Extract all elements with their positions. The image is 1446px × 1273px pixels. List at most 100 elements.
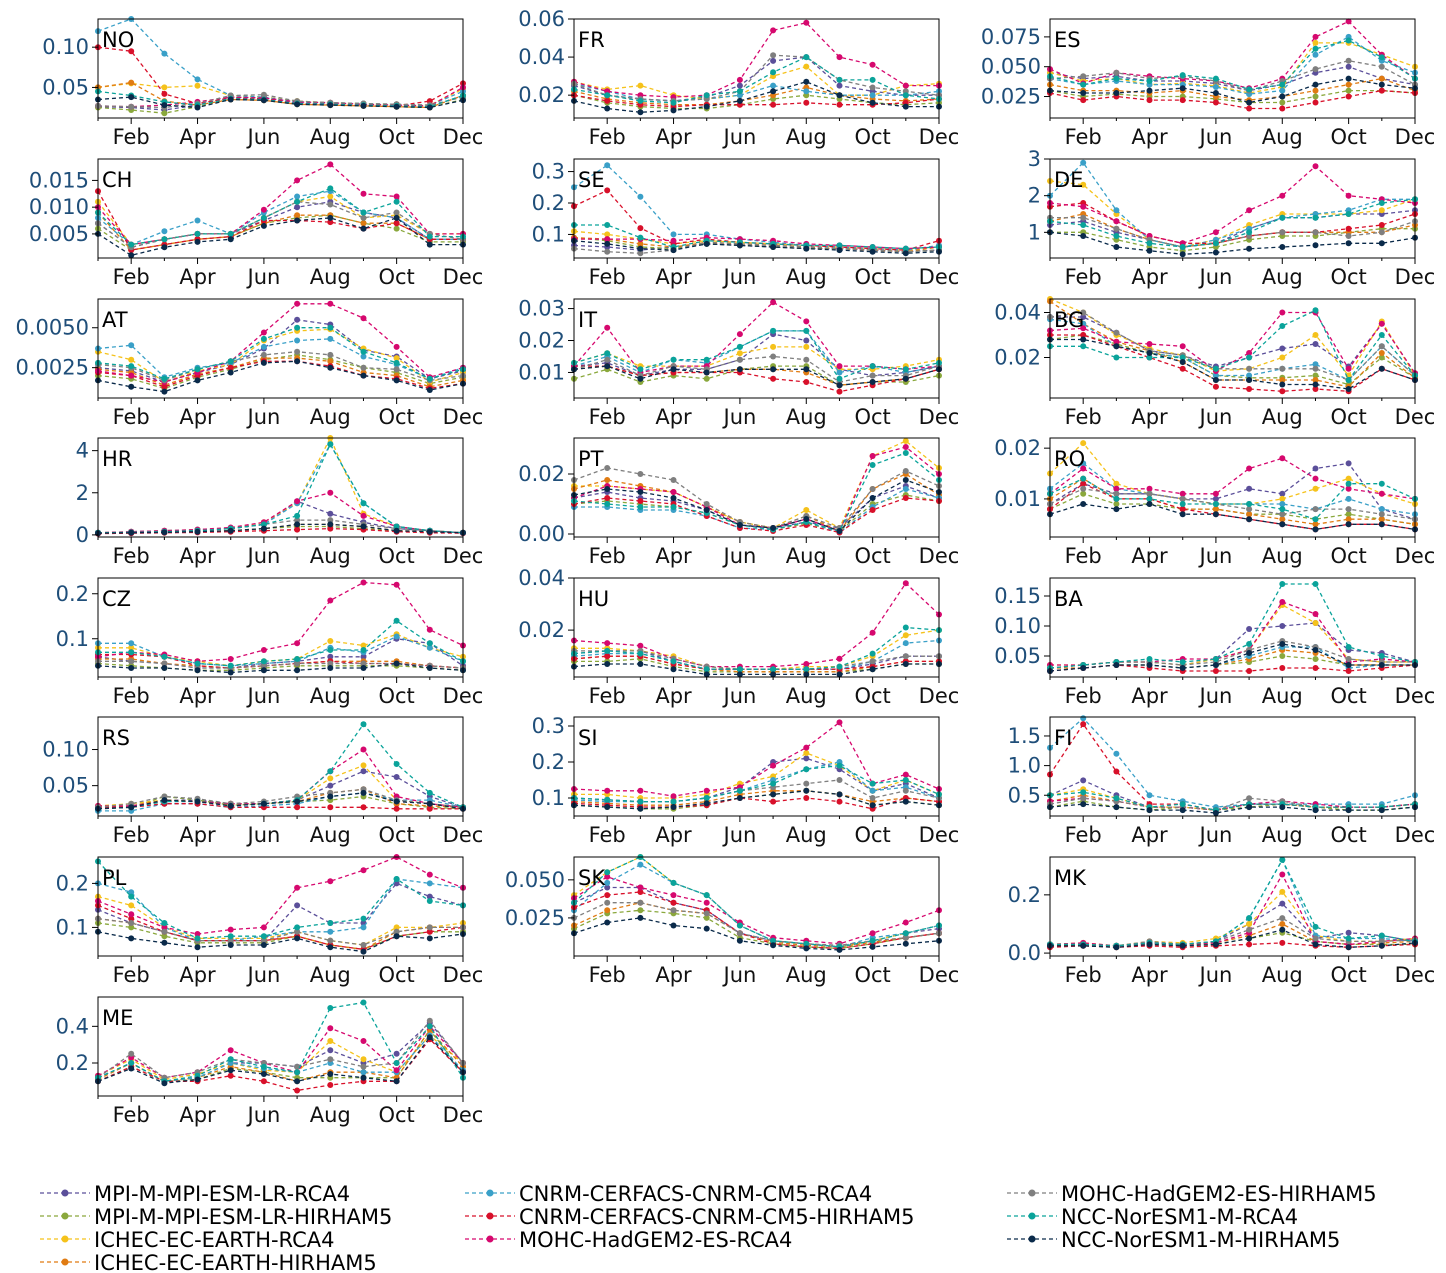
data-point [393,798,400,805]
x-tick-label: Oct [378,684,414,708]
data-point [670,247,677,254]
data-point [360,512,367,519]
data-point [803,337,810,344]
data-point [1378,54,1385,61]
data-point [128,911,135,918]
data-point [1345,506,1352,513]
data-point [1113,233,1120,239]
data-point [1312,307,1319,314]
y-tick-label: 0.04 [994,301,1041,325]
series-line [1050,309,1416,382]
data-point [836,54,843,61]
data-point [1146,78,1153,84]
x-tick-label: Oct [378,1103,414,1127]
data-point [869,453,876,459]
data-point [294,884,301,891]
data-point [327,1005,334,1011]
series-line [1049,60,1416,92]
data-point [1179,244,1186,250]
data-point [161,388,168,395]
axes-frame [97,158,464,259]
data-point [670,477,677,483]
data-point [1246,641,1253,647]
series-line [97,1025,464,1079]
data-point [604,796,611,803]
data-point [703,240,710,247]
data-point [260,351,267,358]
data-point [327,768,334,775]
data-point [1312,372,1319,379]
data-point [1179,97,1186,104]
data-point [736,787,743,794]
data-point [128,48,135,55]
data-point [327,219,334,226]
y-tick-label: 0.050 [505,868,565,892]
x-tick-label: Oct [378,544,414,568]
data-point [1080,440,1087,447]
data-point [1246,516,1253,523]
panel-label: SI [578,726,598,750]
data-point [1312,923,1319,930]
data-point [194,660,201,667]
data-point [161,84,168,91]
x-tick-label: Dec [443,125,484,149]
data-point [1179,506,1186,513]
data-point [604,236,611,243]
data-point [869,802,876,809]
series-line [573,863,940,948]
data-point [360,500,367,507]
series-line [1049,722,1416,811]
data-point [869,372,876,379]
x-tick-label: Feb [589,125,626,149]
data-point [360,948,367,955]
data-point [294,798,301,805]
data-point [604,97,611,104]
legend: MPI-M-MPI-ESM-LR-RCA4MPI-M-MPI-ESM-LR-HI… [40,1182,1377,1273]
series-line [1049,717,1416,808]
data-point [637,234,644,241]
panel-cz: Feb Apr Jun Aug Oct Dec 0.1 0.2 CZ [56,577,483,708]
data-point [161,920,168,926]
data-point [327,441,334,448]
data-point [1345,668,1352,674]
x-tick-label: Feb [589,823,626,847]
data-point [803,750,810,756]
panel-no: Feb Apr Jun Aug Oct Dec 0.05 0.10 NO [42,16,483,149]
series-line [573,355,940,383]
legend-item: MOHC-HadGEM2-ES-RCA4 [465,1228,792,1252]
y-tick-label: 4 [76,439,89,463]
y-tick-label: 0.01 [518,360,565,384]
data-point [902,624,909,631]
data-point [260,359,267,366]
data-point [836,82,843,89]
panel-label: HU [578,587,609,611]
data-point [327,335,334,342]
data-point [360,867,367,874]
series-line [98,633,464,667]
data-point [803,666,810,673]
series-line [1050,338,1416,390]
legend-item: ICHEC-EC-EARTH-HIRHAM5 [40,1251,377,1273]
series-line [573,761,940,803]
data-point [1080,465,1087,472]
data-point [604,222,611,228]
data-point [637,375,644,382]
series-line [573,365,940,386]
data-point [836,655,843,662]
axes-frame [573,716,940,817]
legend-label: MPI-M-MPI-ESM-LR-RCA4 [94,1182,350,1206]
data-point [902,580,909,587]
data-point [426,935,433,942]
data-point [1312,163,1319,170]
data-point [1146,941,1153,948]
data-point [360,579,367,586]
x-tick-label: Apr [655,405,692,429]
x-tick-label: Apr [179,265,216,289]
data-point [902,940,909,947]
data-point [360,746,367,753]
data-point [294,935,301,942]
data-point [393,933,400,940]
axes-frame [1049,18,1416,119]
data-point [426,805,433,812]
data-point [1345,211,1352,217]
